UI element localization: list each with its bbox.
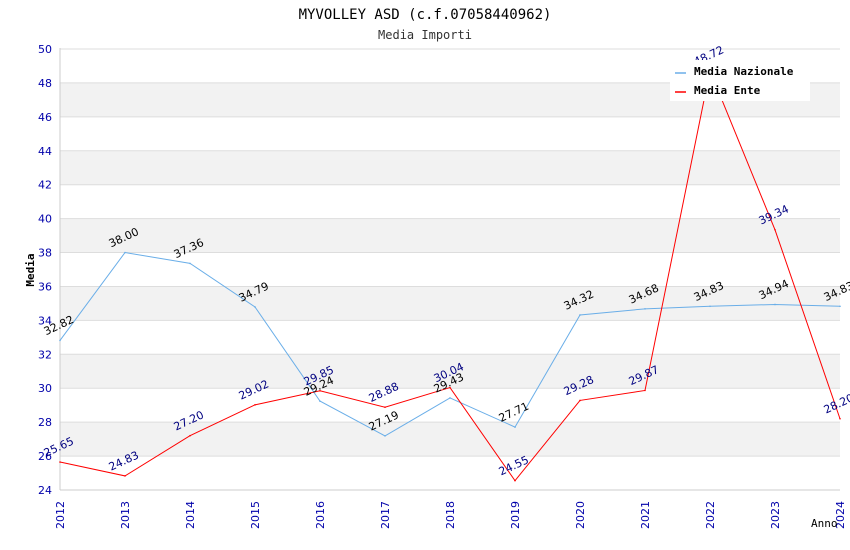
- y-tick-label: 50: [38, 43, 52, 56]
- data-point: [384, 435, 386, 437]
- x-tick-labels: 2012 2013 2014 2015 2016 2017 2018 2019 2020 2021…: [54, 501, 847, 529]
- x-tick-label: 2015: [249, 501, 262, 529]
- y-tick-label: 26: [38, 450, 52, 463]
- data-point: [59, 339, 61, 342]
- data-point: [319, 400, 321, 402]
- data-point: [839, 417, 841, 420]
- x-tick-label: 2012: [54, 501, 67, 529]
- data-point: [579, 314, 581, 316]
- data-point: [774, 303, 776, 306]
- data-point: [319, 389, 321, 392]
- legend-box: [670, 60, 810, 101]
- y-tick-label: 30: [38, 382, 52, 395]
- data-point: [774, 229, 776, 231]
- x-axis-title: Anno: [811, 517, 838, 530]
- y-tick-labels: 24 26 28 30 32 34 36 38 40 42 44 46 48 50: [38, 43, 52, 497]
- series-line-media-nazionale: [59, 251, 841, 437]
- grid-band: [60, 218, 840, 253]
- data-point: [644, 389, 646, 392]
- grid-band: [60, 286, 840, 321]
- y-tick-label: 38: [38, 247, 52, 260]
- data-point: [189, 262, 191, 265]
- x-tick-label: 2019: [509, 501, 522, 529]
- x-tick-label: 2023: [769, 501, 782, 529]
- y-tick-label: 42: [38, 179, 52, 192]
- legend-label-media-ente: Media Ente: [694, 84, 761, 97]
- data-point: [189, 434, 191, 437]
- x-tick-label: 2016: [314, 501, 327, 529]
- plot-background-bands: [60, 82, 840, 457]
- y-axis-title: Media: [24, 253, 37, 286]
- grid-band: [60, 422, 840, 457]
- x-tick-label: 2018: [444, 501, 457, 529]
- grid-band: [60, 354, 840, 389]
- legend-label-media-nazionale: Media Nazionale: [694, 65, 794, 78]
- horizontal-gridlines: [60, 48, 840, 491]
- chart-title: MYVOLLEY ASD (c.f.07058440962): [299, 7, 552, 23]
- data-point: [449, 386, 451, 389]
- y-tick-label: 28: [38, 416, 52, 429]
- x-tick-label: 2017: [379, 501, 392, 529]
- y-tick-label: 36: [38, 280, 52, 293]
- x-tick-label: 2013: [119, 501, 132, 529]
- data-label: 24.55: [497, 453, 531, 478]
- data-point: [514, 426, 516, 428]
- data-point: [254, 404, 256, 406]
- x-tick-label: 2022: [704, 501, 717, 529]
- data-point: [124, 475, 126, 477]
- data-point: [384, 406, 386, 409]
- data-point: [644, 308, 646, 310]
- x-tick-label: 2014: [184, 501, 197, 529]
- y-tick-label: 24: [38, 484, 52, 497]
- y-tick-label: 40: [38, 213, 52, 226]
- y-tick-label: 34: [38, 314, 52, 327]
- data-point: [514, 479, 516, 482]
- data-point: [59, 461, 61, 463]
- y-tick-label: 32: [38, 348, 52, 361]
- data-label: 27.71: [497, 400, 531, 425]
- data-point: [709, 305, 711, 308]
- legend: Media Nazionale Media Ente: [670, 60, 810, 101]
- chart-subtitle: Media Importi: [378, 28, 472, 42]
- x-tick-label: 2024: [834, 501, 847, 529]
- data-point: [449, 397, 451, 399]
- y-tick-label: 46: [38, 111, 52, 124]
- data-point: [124, 251, 126, 254]
- grid-band: [60, 150, 840, 185]
- data-point: [579, 399, 581, 402]
- data-point: [254, 306, 256, 308]
- y-tick-label: 44: [38, 145, 52, 158]
- y-tick-label: 48: [38, 77, 52, 90]
- data-label: 28.20: [822, 391, 850, 416]
- x-tick-label: 2020: [574, 501, 587, 529]
- data-point: [839, 305, 841, 308]
- x-tick-label: 2021: [639, 501, 652, 529]
